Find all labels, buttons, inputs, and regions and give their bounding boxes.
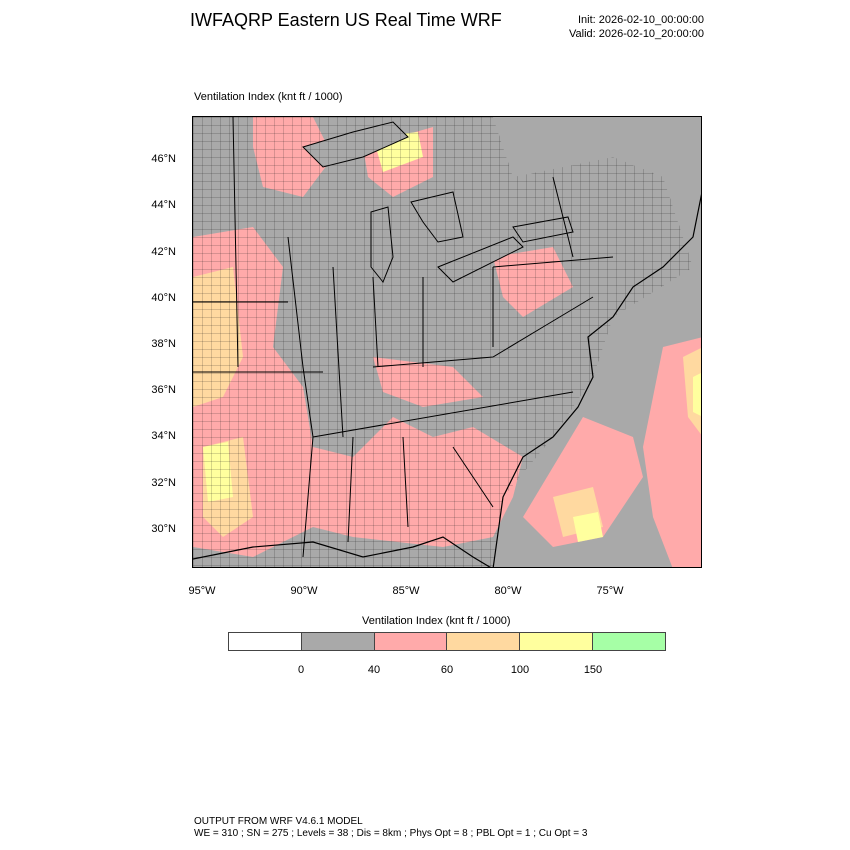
atlantic-coastline xyxy=(492,193,701,567)
colorbar-swatch xyxy=(593,633,665,650)
colorbar-label: 0 xyxy=(297,664,305,676)
colorbar-label: 100 xyxy=(510,664,530,676)
lat-tick: 42°N xyxy=(151,246,176,258)
lat-tick: 36°N xyxy=(151,384,176,396)
colorbar-swatch xyxy=(520,633,594,650)
lon-tick: 90°W xyxy=(290,585,318,597)
map-canvas xyxy=(193,117,701,567)
valid-time: Valid: 2026-02-10_20:00:00 xyxy=(569,28,704,40)
gulf-coastline xyxy=(193,536,491,567)
init-time: Init: 2026-02-10_00:00:00 xyxy=(578,14,704,26)
field-label: Ventilation Index (knt ft / 1000) xyxy=(194,91,343,103)
colorbar-swatch xyxy=(301,633,375,650)
colorbar-label: 60 xyxy=(440,664,454,676)
county-boundaries xyxy=(193,117,693,567)
run-times: Init: 2026-02-10_00:00:00 Valid: 2026-02… xyxy=(569,13,704,41)
lat-tick: 44°N xyxy=(151,199,176,211)
colorbar-label: 150 xyxy=(583,664,603,676)
map-title: IWFAQRP Eastern US Real Time WRF xyxy=(190,10,502,30)
lat-tick: 30°N xyxy=(151,523,176,535)
legend-title: Ventilation Index (knt ft / 1000) xyxy=(362,615,511,627)
colorbar-swatch xyxy=(229,633,302,650)
lon-tick: 95°W xyxy=(188,585,216,597)
lon-tick: 85°W xyxy=(392,585,420,597)
model-info-line2: WE = 310 ; SN = 275 ; Levels = 38 ; Dis … xyxy=(194,828,588,839)
colorbar-swatch xyxy=(447,633,521,650)
colorbar-label: 40 xyxy=(367,664,381,676)
model-info: OUTPUT FROM WRF V4.6.1 MODEL WE = 310 ; … xyxy=(194,816,587,840)
colorbar-swatch xyxy=(374,633,448,650)
lon-tick: 75°W xyxy=(596,585,624,597)
model-info-line1: OUTPUT FROM WRF V4.6.1 MODEL xyxy=(194,816,363,827)
lat-tick: 34°N xyxy=(151,430,176,442)
lon-tick: 80°W xyxy=(494,585,522,597)
lat-tick: 40°N xyxy=(151,292,176,304)
lat-tick: 32°N xyxy=(151,477,176,489)
lat-tick: 46°N xyxy=(151,153,176,165)
state-boundaries xyxy=(193,117,614,558)
lat-tick: 38°N xyxy=(151,338,176,350)
ventilation-index-map xyxy=(192,116,702,568)
colorbar xyxy=(228,632,666,651)
